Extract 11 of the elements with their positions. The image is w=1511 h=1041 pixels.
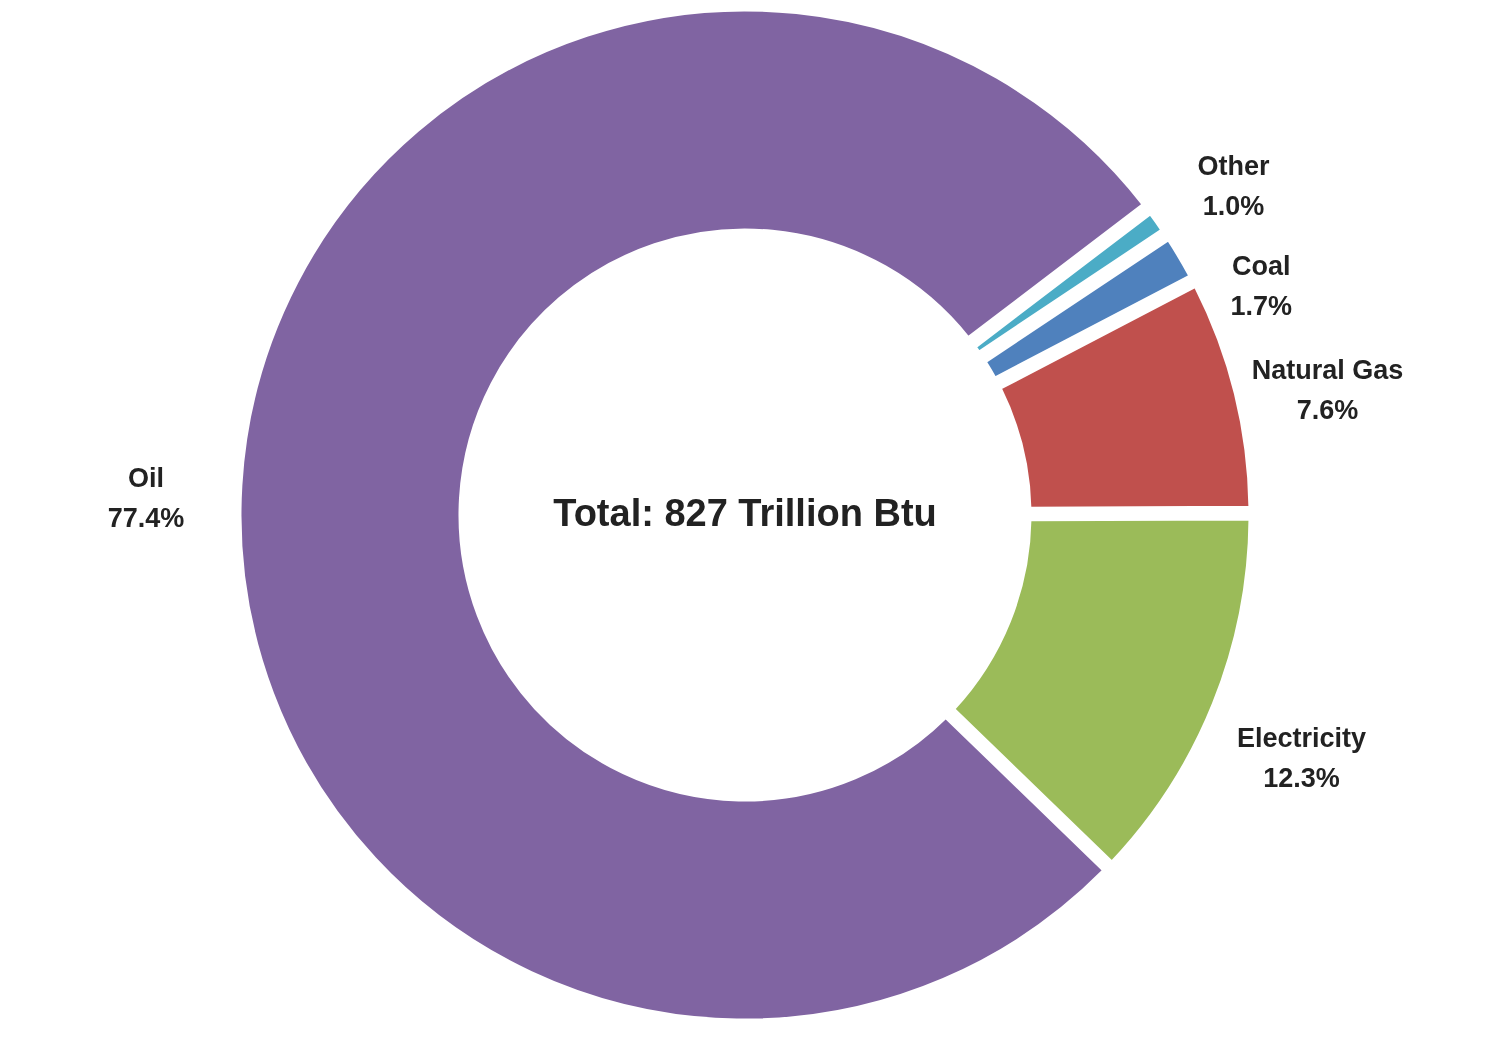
data-label: 1.7% [1230,290,1293,321]
data-label: 1.0% [1202,190,1265,221]
data-label: 77.4% [107,503,185,534]
data-label: 12.3% [1263,763,1340,794]
slice-label: Electricity [1237,723,1367,754]
text: Total: 827 Trillion Btu [553,492,937,534]
slice-label: Other [1197,150,1271,181]
data-label: 7.6% [1296,394,1359,425]
slice-label: Coal [1232,250,1291,281]
slice-label: Oil [128,463,165,494]
slice-label: Natural Gas [1251,354,1404,385]
